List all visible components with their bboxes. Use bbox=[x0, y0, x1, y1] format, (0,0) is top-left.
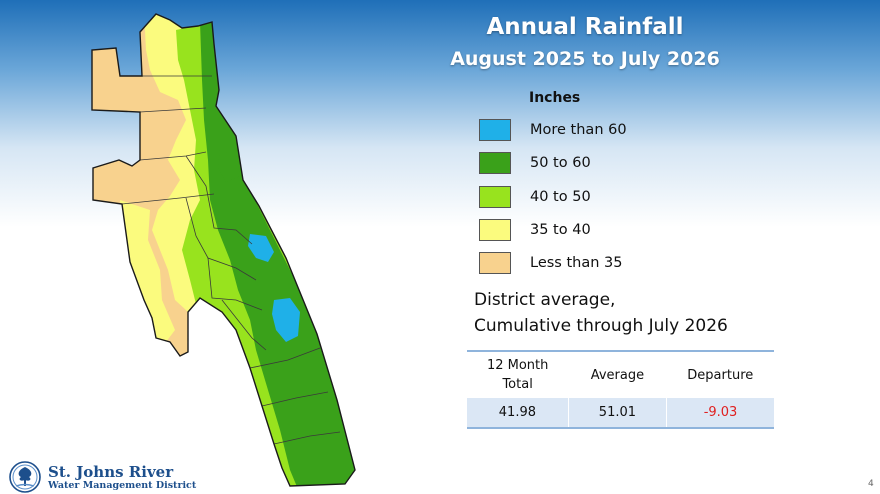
zone-more-than-60-north bbox=[248, 234, 274, 262]
legend-heading: Inches bbox=[529, 90, 581, 106]
logo-text: St. Johns River Water Management Distric… bbox=[48, 464, 196, 491]
zone-50-to-60-patch bbox=[218, 150, 240, 182]
legend-item-35-to-40: 35 to 40 bbox=[479, 218, 591, 242]
zone-50-to-60 bbox=[200, 22, 355, 486]
legend-label: 50 to 60 bbox=[530, 155, 591, 171]
legend-item-less-than-35: Less than 35 bbox=[479, 251, 622, 275]
cell-average: 51.01 bbox=[567, 398, 667, 429]
date-range-subtitle: August 2025 to July 2026 bbox=[450, 48, 720, 70]
legend-item-more-than-60: More than 60 bbox=[479, 118, 627, 142]
cumulative-label: Cumulative through July 2026 bbox=[474, 316, 728, 336]
district-outline bbox=[91, 13, 356, 487]
column-header-12-month-total: 12 Month Total bbox=[467, 350, 569, 398]
zone-more-than-60-south bbox=[272, 298, 300, 342]
legend-swatch bbox=[479, 186, 511, 208]
legend-swatch bbox=[479, 119, 511, 141]
legend-item-50-to-60: 50 to 60 bbox=[479, 151, 591, 175]
annual-rainfall-title: Annual Rainfall bbox=[486, 14, 684, 40]
logo-name: St. Johns River bbox=[48, 462, 174, 481]
legend-label: Less than 35 bbox=[530, 255, 623, 271]
district-average-label: District average, bbox=[474, 290, 616, 310]
zone-35-to-40-west bbox=[120, 200, 175, 350]
legend-swatch bbox=[479, 252, 511, 274]
cell-12-month-total: 41.98 bbox=[467, 398, 569, 429]
tree-emblem-icon bbox=[9, 461, 41, 493]
county-boundaries bbox=[121, 75, 341, 445]
legend-label: 40 to 50 bbox=[530, 189, 591, 205]
column-header-line: Total bbox=[502, 377, 533, 392]
legend-label: More than 60 bbox=[530, 122, 627, 138]
sjrwmd-logo: St. Johns River Water Management Distric… bbox=[8, 461, 196, 493]
logo-subtitle: Water Management District bbox=[48, 479, 197, 491]
legend-label: 35 to 40 bbox=[530, 222, 591, 238]
column-header-average: Average bbox=[568, 350, 667, 398]
column-header-line: 12 Month bbox=[486, 358, 549, 373]
legend-swatch bbox=[479, 219, 511, 241]
rainfall-summary-table: 12 Month Total Average Departure 41.98 5… bbox=[467, 350, 774, 429]
cell-departure: -9.03 bbox=[666, 398, 774, 429]
table-row: 41.98 51.01 -9.03 bbox=[467, 398, 774, 429]
legend-item-40-to-50: 40 to 50 bbox=[479, 185, 591, 209]
legend-swatch bbox=[479, 152, 511, 174]
table-header-row: 12 Month Total Average Departure bbox=[467, 350, 774, 398]
column-header-departure: Departure bbox=[666, 350, 774, 398]
page-number: 4 bbox=[868, 479, 874, 489]
